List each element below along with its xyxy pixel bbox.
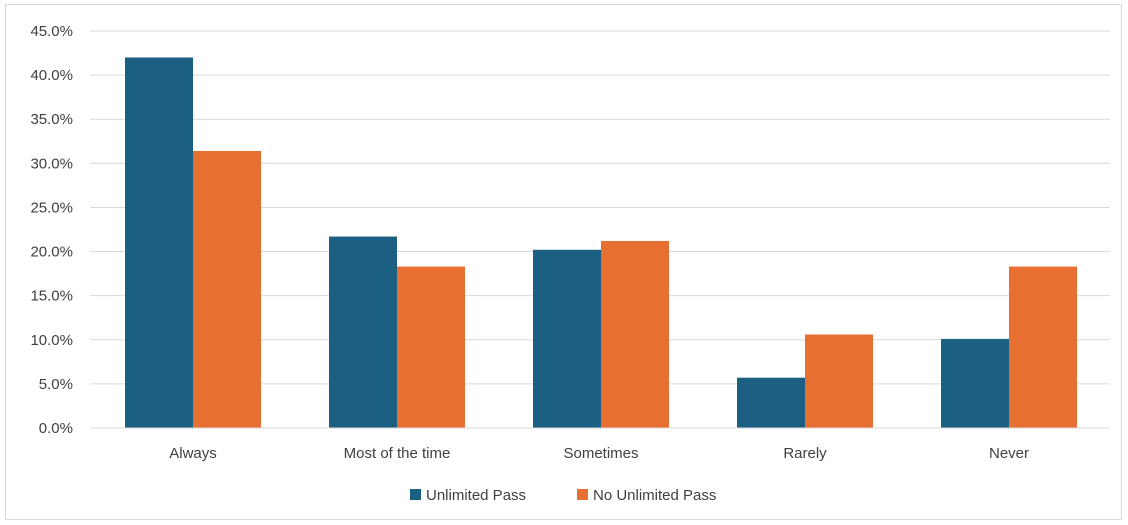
x-tick-label: Never xyxy=(989,445,1029,462)
y-tick-label: 20.0% xyxy=(30,244,73,261)
x-tick-label: Most of the time xyxy=(344,445,451,462)
y-tick-label: 15.0% xyxy=(30,288,73,305)
bar-unlimited-pass-sometimes xyxy=(533,249,601,428)
x-tick-label: Always xyxy=(169,445,217,462)
legend-label: Unlimited Pass xyxy=(426,487,526,504)
bar-unlimited-pass-most-of-the-time xyxy=(329,236,397,428)
bar-no-unlimited-pass-always xyxy=(193,150,261,428)
y-tick-label: 40.0% xyxy=(30,67,73,84)
legend-swatch xyxy=(577,489,588,500)
bar-unlimited-pass-always xyxy=(125,57,193,428)
y-tick-label: 30.0% xyxy=(30,155,73,172)
bar-no-unlimited-pass-most-of-the-time xyxy=(397,266,465,428)
legend-label: No Unlimited Pass xyxy=(593,487,716,504)
y-tick-label: 35.0% xyxy=(30,111,73,128)
y-tick-label: 25.0% xyxy=(30,199,73,216)
y-tick-label: 0.0% xyxy=(39,420,73,437)
x-tick-label: Rarely xyxy=(783,445,827,462)
bar-no-unlimited-pass-rarely xyxy=(805,334,873,428)
bar-unlimited-pass-rarely xyxy=(737,377,805,428)
y-tick-label: 45.0% xyxy=(30,23,73,40)
legend-swatch xyxy=(410,489,421,500)
bar-no-unlimited-pass-never xyxy=(1009,266,1077,428)
bar-no-unlimited-pass-sometimes xyxy=(601,240,669,428)
bars xyxy=(125,57,1077,428)
y-axis-ticks: 0.0% 5.0% 10.0% 15.0% 20.0% 25.0% 30.0% 35.0% 40… xyxy=(30,23,73,437)
x-tick-label: Sometimes xyxy=(563,445,638,462)
x-axis-ticks: Always Most of the time Sometimes Rarely Nev… xyxy=(169,445,1029,462)
legend: Unlimited Pass No Unlimited Pass xyxy=(410,487,716,504)
y-tick-label: 10.0% xyxy=(30,332,73,349)
y-tick-label: 5.0% xyxy=(39,376,73,393)
bar-unlimited-pass-never xyxy=(941,338,1009,428)
